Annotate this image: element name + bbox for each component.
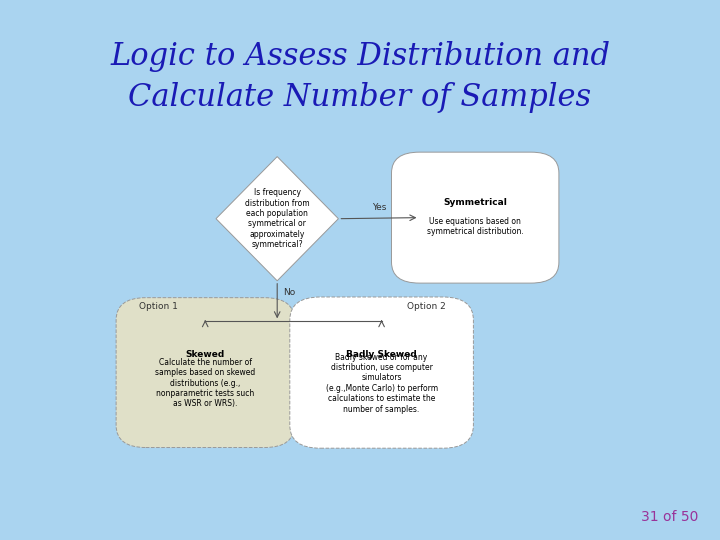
Text: Calculate Number of Samples: Calculate Number of Samples	[128, 82, 592, 113]
FancyBboxPatch shape	[116, 298, 294, 448]
Text: Option 2: Option 2	[407, 302, 446, 310]
FancyBboxPatch shape	[289, 297, 474, 448]
Text: Is frequency
distribution from
each population
symmetrical or
approximately
symm: Is frequency distribution from each popu…	[245, 188, 310, 249]
Text: Use equations based on
symmetrical distribution.: Use equations based on symmetrical distr…	[427, 217, 523, 236]
Text: Logic to Assess Distribution and: Logic to Assess Distribution and	[110, 41, 610, 72]
Text: Calculate the number of
samples based on skewed
distributions (e.g.,
nonparametr: Calculate the number of samples based on…	[155, 358, 256, 408]
FancyBboxPatch shape	[392, 152, 559, 283]
Text: 31 of 50: 31 of 50	[641, 510, 698, 524]
Text: Symmetrical: Symmetrical	[444, 198, 507, 207]
Text: Badly Skewed: Badly Skewed	[346, 350, 417, 359]
Polygon shape	[216, 157, 338, 281]
Text: No: No	[283, 288, 295, 297]
Text: Yes: Yes	[372, 202, 386, 212]
Text: Badly skewed or for any
distribution, use computer
simulators
(e.g.,Monte Carlo): Badly skewed or for any distribution, us…	[325, 353, 438, 414]
Text: Skewed: Skewed	[186, 350, 225, 359]
Text: Option 1: Option 1	[138, 302, 177, 310]
